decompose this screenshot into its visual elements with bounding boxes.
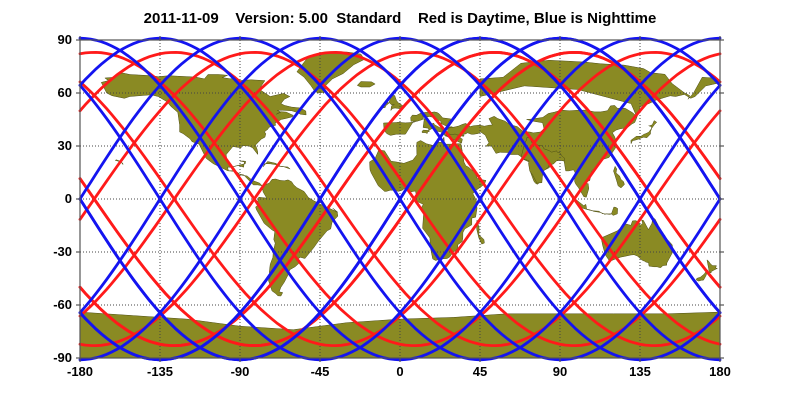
svg-text:-135: -135 [147, 364, 173, 379]
svg-text:0: 0 [396, 364, 403, 379]
svg-text:90: 90 [553, 364, 567, 379]
svg-text:90: 90 [58, 32, 72, 47]
svg-text:60: 60 [58, 85, 72, 100]
svg-text:30: 30 [58, 138, 72, 153]
svg-text:-90: -90 [231, 364, 250, 379]
svg-text:-30: -30 [53, 244, 72, 259]
svg-text:-90: -90 [53, 350, 72, 365]
svg-text:135: 135 [629, 364, 651, 379]
svg-text:-45: -45 [311, 364, 330, 379]
svg-text:180: 180 [709, 364, 731, 379]
svg-text:-60: -60 [53, 297, 72, 312]
svg-text:-180: -180 [67, 364, 93, 379]
svg-text:0: 0 [65, 191, 72, 206]
svg-text:45: 45 [473, 364, 487, 379]
